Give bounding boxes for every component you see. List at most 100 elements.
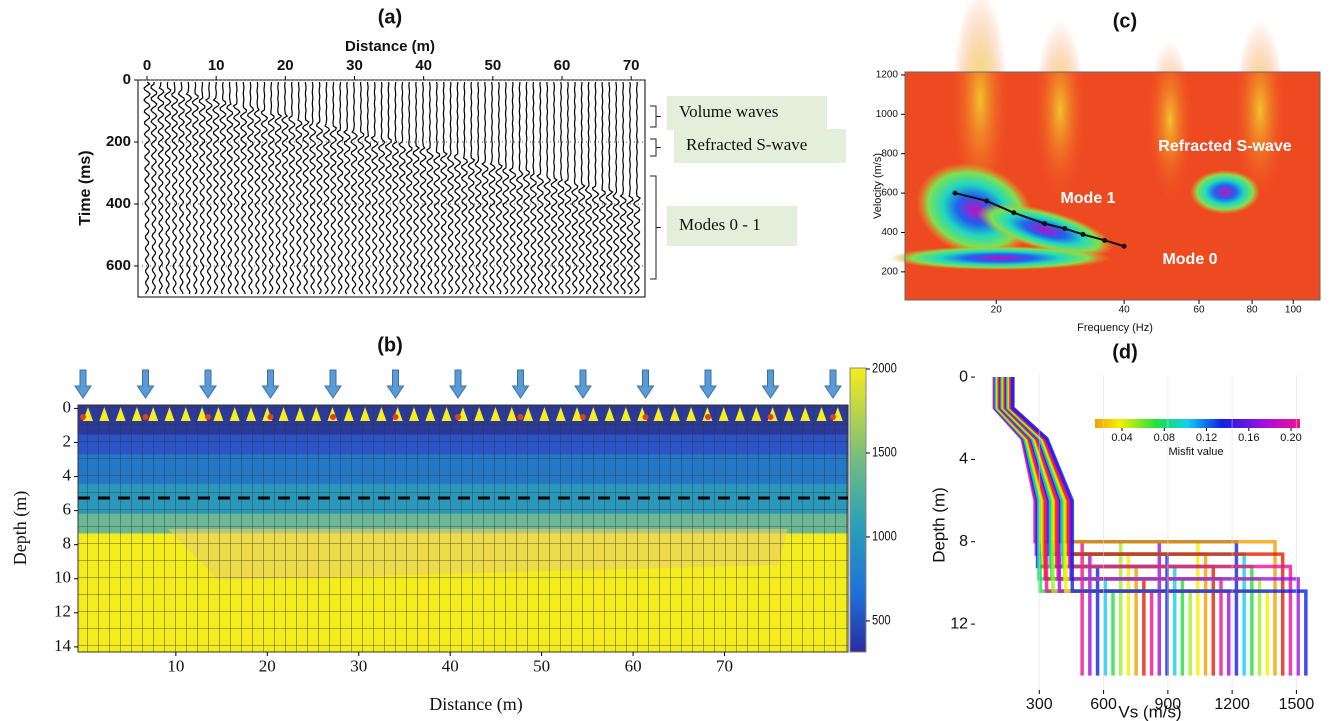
y-tick-label: 600 — [106, 257, 131, 274]
geophone — [555, 407, 566, 421]
trace — [419, 81, 427, 295]
trace — [453, 81, 462, 295]
source-arrow — [636, 369, 655, 399]
colorbar — [849, 367, 867, 653]
source-arrow — [199, 369, 217, 399]
source-arrow — [761, 369, 780, 399]
geophone — [572, 407, 582, 421]
source-arrow — [74, 369, 92, 399]
trace — [274, 81, 283, 295]
x-tick-label: 600 — [1090, 696, 1117, 713]
trace — [467, 81, 476, 295]
trace — [460, 81, 469, 295]
x-tick-label: 70 — [716, 657, 733, 676]
geophone — [783, 407, 794, 421]
source — [267, 414, 274, 420]
trace — [204, 81, 213, 295]
geophone — [131, 407, 142, 421]
trace — [329, 81, 338, 295]
geophone — [653, 407, 664, 421]
x-axis-label: Frequency (Hz) — [1077, 322, 1153, 334]
colorbar-tick-label: 2000 — [872, 361, 897, 376]
trace — [226, 81, 234, 295]
colorbar-tick-label: 0.20 — [1280, 432, 1301, 444]
trace — [170, 81, 179, 295]
x-tick-label: 20 — [277, 57, 294, 74]
annotation: Modes 0 - 1 — [679, 215, 761, 234]
trace — [412, 81, 421, 295]
trace — [301, 81, 310, 295]
x-tick-label: 900 — [1155, 696, 1182, 713]
y-axis-label: Time (ms) — [77, 150, 94, 225]
energy — [890, 0, 1285, 270]
x-axis-label: Distance (m) — [429, 694, 522, 715]
trace — [633, 81, 641, 295]
traces — [143, 81, 641, 295]
annotation: Refracted S-wave — [686, 135, 807, 154]
x-tick-label: 10 — [208, 57, 225, 74]
x-tick-label: 20 — [991, 305, 1003, 316]
trace — [563, 81, 572, 295]
colorbar-tick-label: 500 — [872, 612, 891, 627]
y-tick-label: 400 — [881, 227, 898, 238]
source-arrow — [574, 369, 592, 399]
geophone — [197, 407, 208, 421]
y-tick-label: 8 — [959, 533, 968, 550]
trace — [212, 81, 220, 295]
geophone — [246, 407, 256, 421]
plot-frame — [904, 71, 1321, 301]
y-tick-label: 200 — [881, 266, 898, 277]
trace — [260, 81, 269, 295]
trace — [529, 81, 538, 295]
source — [205, 414, 211, 420]
x-tick-label: 60 — [1193, 305, 1205, 316]
x-tick-label: 60 — [554, 57, 571, 74]
source-arrow — [324, 369, 342, 399]
trace — [267, 81, 275, 295]
source-arrow — [261, 369, 280, 399]
y-tick-label: 10 — [54, 568, 71, 587]
x-tick-label: 40 — [415, 57, 432, 74]
geophone — [620, 407, 631, 421]
y-axis-label: Velocity (m/s) — [872, 153, 884, 219]
trace — [281, 81, 289, 295]
trace — [157, 81, 165, 295]
source — [142, 414, 149, 420]
source-arrow — [511, 369, 530, 399]
geophone — [360, 407, 371, 421]
geophone — [164, 407, 175, 421]
x-tick-label: 20 — [259, 657, 276, 676]
mode0 — [890, 246, 1110, 270]
y-tick-label: 8 — [63, 534, 72, 553]
annotation-box — [667, 206, 797, 246]
source — [830, 414, 836, 420]
trace — [336, 81, 344, 295]
y-tick-label: 12 — [950, 615, 968, 632]
source — [517, 414, 524, 420]
geophone — [588, 407, 599, 421]
annotation: Mode 1 — [1060, 190, 1115, 207]
colorbar-tick-label: 0.04 — [1111, 432, 1132, 444]
source — [80, 414, 86, 420]
trace — [508, 81, 517, 295]
y-tick-label: 0 — [959, 368, 968, 385]
trace — [495, 81, 503, 295]
trace — [398, 81, 407, 295]
geophone — [213, 407, 224, 421]
panel-label: (a) — [378, 6, 402, 28]
geophone — [99, 407, 110, 421]
panel-label: (d) — [1112, 341, 1138, 363]
colorbar-tick-label: 0.08 — [1154, 432, 1175, 444]
trace — [474, 81, 483, 295]
trace — [571, 81, 579, 295]
trace — [598, 81, 607, 295]
trace — [219, 81, 227, 295]
y-tick-label: 4 — [959, 451, 968, 468]
x-tick-label: 60 — [625, 657, 642, 676]
x-tick-label: 1500 — [1279, 696, 1315, 713]
y-tick-label: 800 — [881, 148, 898, 159]
geophone — [523, 407, 534, 421]
stripe — [1148, 40, 1192, 200]
x-axis-label: Distance (m) — [345, 38, 435, 55]
x-tick-label: 300 — [1026, 696, 1053, 713]
